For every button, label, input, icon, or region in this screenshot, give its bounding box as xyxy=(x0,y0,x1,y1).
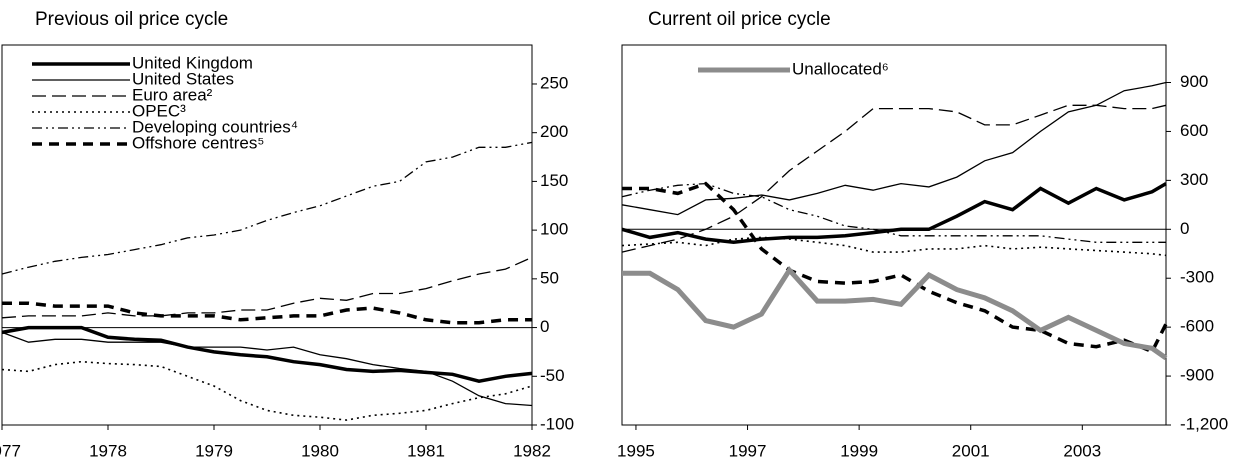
series-line xyxy=(2,301,532,325)
legend-label: OPEC³ xyxy=(132,101,186,120)
x-tick-label: 1977 xyxy=(0,441,21,460)
y-tick-label: 0 xyxy=(1180,219,1189,238)
series-line xyxy=(621,81,1167,216)
series-line xyxy=(1,325,533,383)
chart-title: Current oil price cycle xyxy=(648,9,831,30)
legend-label: Unallocated⁶ xyxy=(792,59,889,78)
y-tick-label: 300 xyxy=(1180,170,1208,189)
y-tick-label: -900 xyxy=(1180,366,1214,385)
y-tick-label: 100 xyxy=(540,220,568,239)
x-tick-label: 1995 xyxy=(617,441,655,460)
y-tick-label: -50 xyxy=(540,366,565,385)
legend-label: Euro area² xyxy=(132,85,213,104)
legend-label: Developing countries⁴ xyxy=(132,117,298,136)
x-tick-label: 1982 xyxy=(513,441,551,460)
series-line xyxy=(621,104,1167,253)
y-tick-label: -600 xyxy=(1180,317,1214,336)
series-line xyxy=(622,265,1168,361)
y-tick-label: 150 xyxy=(540,171,568,190)
plot-frame xyxy=(1,44,533,426)
x-tick-label: 1981 xyxy=(407,441,445,460)
x-tick-label: 2003 xyxy=(1063,441,1101,460)
series-line xyxy=(621,182,1167,245)
plot-frame xyxy=(621,44,1167,426)
y-tick-label: -300 xyxy=(1180,268,1214,287)
y-tick-label: -1,200 xyxy=(1180,414,1228,433)
x-tick-label: 1980 xyxy=(301,441,339,460)
x-tick-label: 1997 xyxy=(729,441,767,460)
legend-label: United States xyxy=(132,69,234,88)
series-line xyxy=(1,256,533,319)
y-tick-label: 0 xyxy=(540,317,549,336)
y-tick-label: 600 xyxy=(1180,121,1208,140)
y-tick-label: 900 xyxy=(1180,72,1208,91)
x-tick-label: 1979 xyxy=(195,441,233,460)
y-tick-label: 250 xyxy=(540,73,568,92)
y-tick-label: 200 xyxy=(540,122,568,141)
legend-label: Offshore centres⁵ xyxy=(132,133,264,152)
x-tick-label: 2001 xyxy=(952,441,990,460)
y-tick-label: 50 xyxy=(540,268,559,287)
legend-label: United Kingdom xyxy=(132,53,253,72)
series-line xyxy=(1,360,533,421)
series-line xyxy=(1,141,533,275)
chart-title: Previous oil price cycle xyxy=(35,9,228,30)
x-tick-label: 1978 xyxy=(89,441,127,460)
y-tick-label: -100 xyxy=(540,414,574,433)
x-tick-label: 1999 xyxy=(840,441,878,460)
series-line xyxy=(621,182,1166,243)
series-line xyxy=(1,331,533,407)
